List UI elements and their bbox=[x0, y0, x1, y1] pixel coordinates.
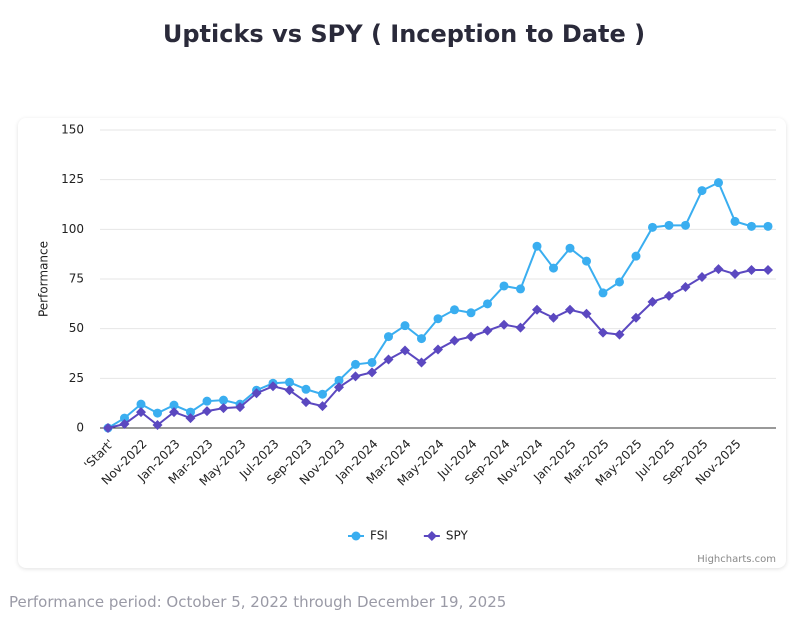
y-axis-title: Performance bbox=[37, 241, 51, 317]
point-marker bbox=[647, 296, 658, 307]
point-marker bbox=[450, 305, 459, 315]
point-marker bbox=[648, 222, 657, 232]
point-marker bbox=[697, 272, 707, 283]
point-marker bbox=[219, 395, 228, 405]
point-marker bbox=[614, 329, 625, 340]
point-marker bbox=[367, 357, 377, 367]
point-marker bbox=[763, 265, 773, 276]
legend-label: SPY bbox=[446, 529, 469, 543]
point-marker bbox=[417, 334, 426, 344]
point-marker bbox=[334, 375, 344, 385]
point-marker bbox=[565, 304, 575, 315]
point-marker bbox=[582, 256, 591, 266]
point-marker bbox=[631, 312, 641, 323]
y-tick-label: 100 bbox=[61, 222, 84, 236]
point-marker bbox=[515, 322, 526, 333]
point-marker bbox=[186, 407, 195, 417]
point-marker bbox=[334, 382, 344, 393]
point-marker bbox=[548, 312, 559, 323]
point-marker bbox=[284, 385, 295, 396]
point-marker bbox=[598, 327, 608, 338]
point-marker bbox=[713, 264, 724, 275]
point-marker bbox=[433, 344, 443, 355]
point-marker bbox=[285, 377, 294, 387]
point-marker bbox=[120, 413, 129, 423]
footer-note: Performance period: October 5, 2022 thro… bbox=[9, 593, 507, 611]
legend-marker bbox=[351, 531, 361, 541]
point-marker bbox=[317, 401, 328, 412]
point-marker bbox=[301, 397, 311, 408]
y-tick-label: 0 bbox=[76, 421, 84, 435]
point-marker bbox=[268, 381, 278, 392]
point-marker bbox=[747, 221, 756, 231]
point-marker bbox=[351, 359, 360, 369]
point-marker bbox=[466, 331, 476, 342]
point-marker bbox=[367, 367, 377, 378]
point-marker bbox=[615, 277, 624, 287]
point-marker bbox=[218, 403, 229, 414]
legend-marker bbox=[426, 531, 437, 541]
point-marker bbox=[499, 319, 509, 330]
point-marker bbox=[532, 241, 542, 251]
point-marker bbox=[466, 308, 476, 318]
point-marker bbox=[680, 281, 691, 292]
legend-label: FSI bbox=[370, 529, 388, 543]
point-marker bbox=[598, 288, 608, 298]
point-marker bbox=[400, 345, 410, 356]
point-marker bbox=[169, 400, 179, 410]
point-marker bbox=[350, 371, 361, 382]
series-line bbox=[107, 181, 768, 429]
point-marker bbox=[763, 221, 773, 231]
point-marker bbox=[730, 269, 740, 280]
point-marker bbox=[482, 325, 493, 336]
point-marker bbox=[416, 357, 427, 368]
point-marker bbox=[565, 243, 575, 253]
point-marker bbox=[301, 384, 311, 394]
point-marker bbox=[730, 216, 740, 226]
point-marker bbox=[318, 389, 327, 399]
point-marker bbox=[235, 402, 245, 413]
point-marker bbox=[516, 284, 525, 294]
y-tick-label: 125 bbox=[61, 172, 84, 186]
point-marker bbox=[202, 406, 212, 417]
point-marker bbox=[697, 186, 707, 196]
point-marker bbox=[532, 304, 542, 315]
point-marker bbox=[153, 408, 162, 418]
point-marker bbox=[483, 299, 492, 309]
chart-title: Upticks vs SPY ( Inception to Date ) bbox=[163, 20, 645, 48]
y-tick-label: 75 bbox=[69, 272, 84, 286]
point-marker bbox=[202, 396, 212, 406]
point-marker bbox=[449, 335, 460, 346]
credits: Highcharts.com bbox=[697, 554, 776, 565]
y-tick-label: 150 bbox=[61, 123, 84, 137]
point-marker bbox=[681, 220, 690, 230]
point-marker bbox=[664, 290, 674, 301]
point-marker bbox=[136, 399, 146, 409]
point-marker bbox=[251, 388, 262, 399]
point-marker bbox=[400, 321, 410, 331]
point-marker bbox=[152, 420, 163, 431]
point-marker bbox=[103, 423, 113, 433]
point-marker bbox=[581, 308, 592, 319]
point-marker bbox=[136, 407, 146, 418]
point-marker bbox=[714, 178, 723, 188]
point-marker bbox=[549, 263, 558, 273]
chart: Upticks vs SPY ( Inception to Date ) Per… bbox=[37, 20, 776, 565]
point-marker bbox=[383, 354, 394, 365]
point-marker bbox=[499, 281, 509, 291]
point-marker bbox=[631, 251, 641, 261]
point-marker bbox=[384, 332, 393, 342]
point-marker bbox=[169, 407, 179, 418]
point-marker bbox=[664, 220, 674, 230]
point-marker bbox=[119, 419, 130, 430]
point-marker bbox=[185, 413, 196, 424]
y-tick-label: 25 bbox=[69, 371, 84, 385]
point-marker bbox=[433, 314, 443, 324]
point-marker bbox=[746, 265, 757, 276]
y-tick-label: 50 bbox=[69, 321, 84, 335]
